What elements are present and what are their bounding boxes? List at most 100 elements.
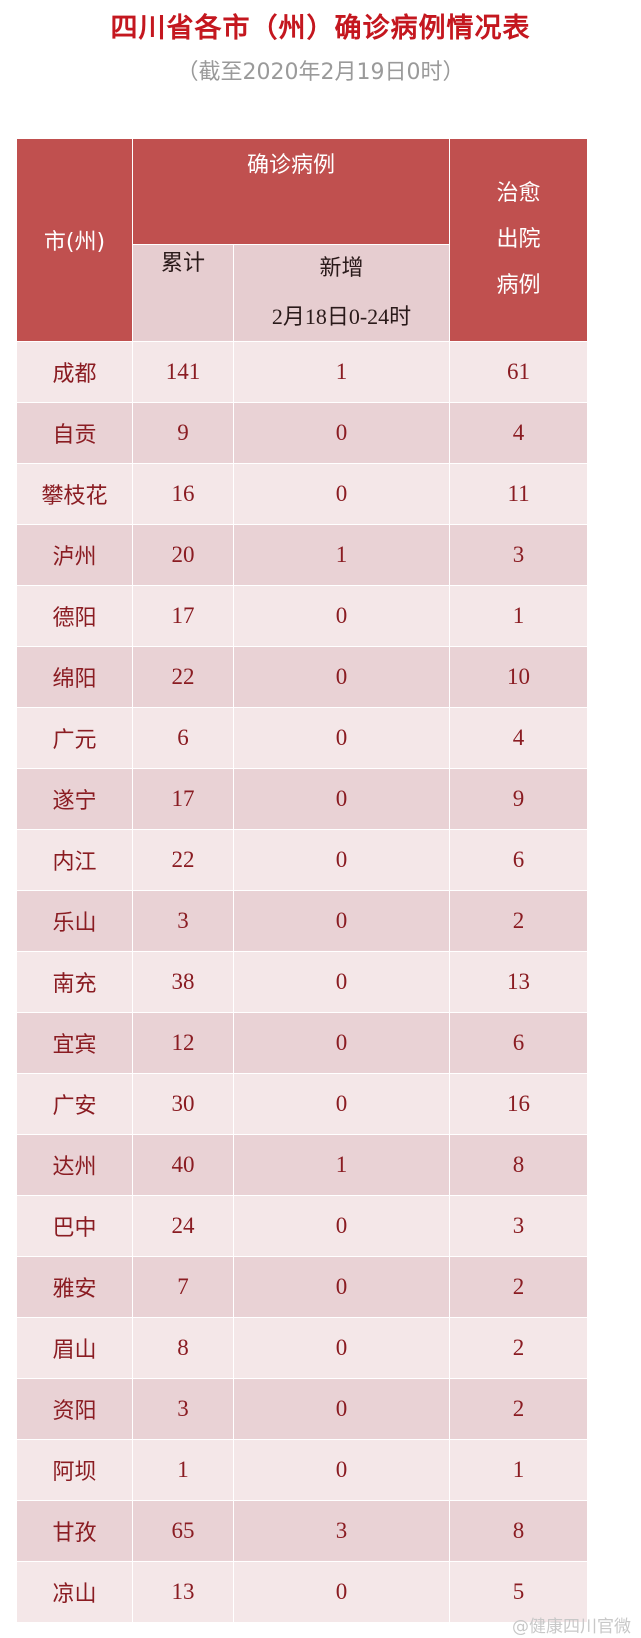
cell-city: 自贡: [16, 402, 133, 464]
cell-cumulative: 8: [132, 1317, 234, 1379]
cell-cumulative: 20: [132, 524, 234, 586]
cell-city: 眉山: [16, 1317, 133, 1379]
cell-recovered: 2: [449, 890, 589, 952]
cell-city: 绵阳: [16, 646, 133, 708]
cell-cumulative: 22: [132, 646, 234, 708]
cell-recovered: 13: [449, 951, 589, 1013]
header-confirmed: 确诊病例: [131, 138, 451, 245]
table-row: 阿坝 1 0 1: [16, 1439, 589, 1501]
cell-new: 0: [232, 1256, 451, 1318]
header-recovered-line3: 病例: [496, 273, 541, 298]
cell-city: 宜宾: [16, 1012, 133, 1074]
table-row: 眉山 8 0 2: [16, 1317, 589, 1379]
cell-cumulative: 1: [132, 1439, 234, 1501]
table-row: 宜宾 12 0 6: [16, 1012, 589, 1074]
cell-new: 0: [232, 646, 451, 708]
cell-city: 内江: [16, 829, 133, 891]
cell-cumulative: 17: [132, 768, 234, 830]
cell-recovered: 11: [449, 463, 589, 525]
cell-recovered: 8: [449, 1134, 589, 1196]
cell-new: 0: [232, 768, 451, 830]
cell-cumulative: 24: [132, 1195, 234, 1257]
cell-city: 泸州: [16, 524, 133, 586]
cell-city: 广元: [16, 707, 133, 769]
cell-new: 0: [232, 1439, 451, 1501]
cell-recovered: 4: [449, 402, 589, 464]
table-row: 广安 30 0 16: [16, 1073, 589, 1135]
table-row: 凉山 13 0 5: [16, 1561, 589, 1623]
cell-city: 资阳: [16, 1378, 133, 1440]
table-row: 乐山 3 0 2: [16, 890, 589, 952]
table-row: 巴中 24 0 3: [16, 1195, 589, 1257]
cell-recovered: 2: [449, 1378, 589, 1440]
cell-recovered: 1: [449, 585, 589, 647]
table-row: 泸州 20 1 3: [16, 524, 589, 586]
cell-cumulative: 22: [132, 829, 234, 891]
header-city: 市(州): [16, 138, 133, 342]
page-subtitle: （截至2020年2月19日0时）: [176, 60, 465, 85]
cell-cumulative: 6: [132, 707, 234, 769]
cell-new: 0: [232, 951, 451, 1013]
cell-new: 1: [232, 341, 451, 403]
cell-cumulative: 12: [132, 1012, 234, 1074]
table-row: 甘孜 65 3 8: [16, 1500, 589, 1562]
cell-recovered: 6: [449, 829, 589, 891]
header-recovered-line1: 治愈: [496, 181, 541, 206]
header-recovered-line2: 出院: [496, 227, 541, 252]
cell-recovered: 8: [449, 1500, 589, 1562]
cell-cumulative: 40: [132, 1134, 234, 1196]
cell-city: 达州: [16, 1134, 133, 1196]
cell-new: 0: [232, 1561, 451, 1623]
table-row: 攀枝花 16 0 11: [16, 463, 589, 525]
cell-recovered: 61: [449, 341, 589, 403]
table-row: 达州 40 1 8: [16, 1134, 589, 1196]
cell-cumulative: 3: [132, 1378, 234, 1440]
cell-city: 成都: [16, 341, 133, 403]
cell-new: 0: [232, 1378, 451, 1440]
cell-new: 0: [232, 463, 451, 525]
cell-new: 1: [232, 524, 451, 586]
table-row: 资阳 3 0 2: [16, 1378, 589, 1440]
header-new-label: 新增: [319, 256, 364, 281]
weibo-watermark: @健康四川官微: [512, 1617, 631, 1637]
cell-city: 攀枝花: [16, 463, 133, 525]
cell-cumulative: 65: [132, 1500, 234, 1562]
table-row: 遂宁 17 0 9: [16, 768, 589, 830]
cell-recovered: 2: [449, 1256, 589, 1318]
cell-city: 巴中: [16, 1195, 133, 1257]
table-row: 雅安 7 0 2: [16, 1256, 589, 1318]
cell-recovered: 9: [449, 768, 589, 830]
cell-city: 凉山: [16, 1561, 133, 1623]
cell-city: 阿坝: [16, 1439, 133, 1501]
cell-recovered: 16: [449, 1073, 589, 1135]
cell-cumulative: 3: [132, 890, 234, 952]
cell-new: 0: [232, 707, 451, 769]
cell-new: 0: [232, 890, 451, 952]
cell-cumulative: 16: [132, 463, 234, 525]
cell-recovered: 3: [449, 1195, 589, 1257]
cell-city: 南充: [16, 951, 133, 1013]
header-recovered: 治愈 出院 病例: [449, 138, 589, 342]
table-row: 绵阳 22 0 10: [16, 646, 589, 708]
cell-city: 雅安: [16, 1256, 133, 1318]
cell-recovered: 2: [449, 1317, 589, 1379]
cell-city: 广安: [16, 1073, 133, 1135]
cell-new: 0: [232, 829, 451, 891]
cell-recovered: 5: [449, 1561, 589, 1623]
cell-cumulative: 9: [132, 402, 234, 464]
cell-recovered: 3: [449, 524, 589, 586]
header-cumulative: 累计: [132, 244, 234, 342]
cell-recovered: 4: [449, 707, 589, 769]
table-row: 自贡 9 0 4: [16, 402, 589, 464]
cell-cumulative: 7: [132, 1256, 234, 1318]
cell-recovered: 6: [449, 1012, 589, 1074]
table-row: 南充 38 0 13: [16, 951, 589, 1013]
cell-cumulative: 38: [132, 951, 234, 1013]
cell-cumulative: 17: [132, 585, 234, 647]
table-row: 成都 141 1 61: [16, 341, 589, 403]
cell-cumulative: 30: [132, 1073, 234, 1135]
cases-table: 市(州) 确诊病例 治愈 出院 病例 累计 新增 2月18日0-24时 成都 14…: [16, 138, 589, 1623]
cell-city: 遂宁: [16, 768, 133, 830]
table-row: 德阳 17 0 1: [16, 585, 589, 647]
cell-new: 0: [232, 402, 451, 464]
